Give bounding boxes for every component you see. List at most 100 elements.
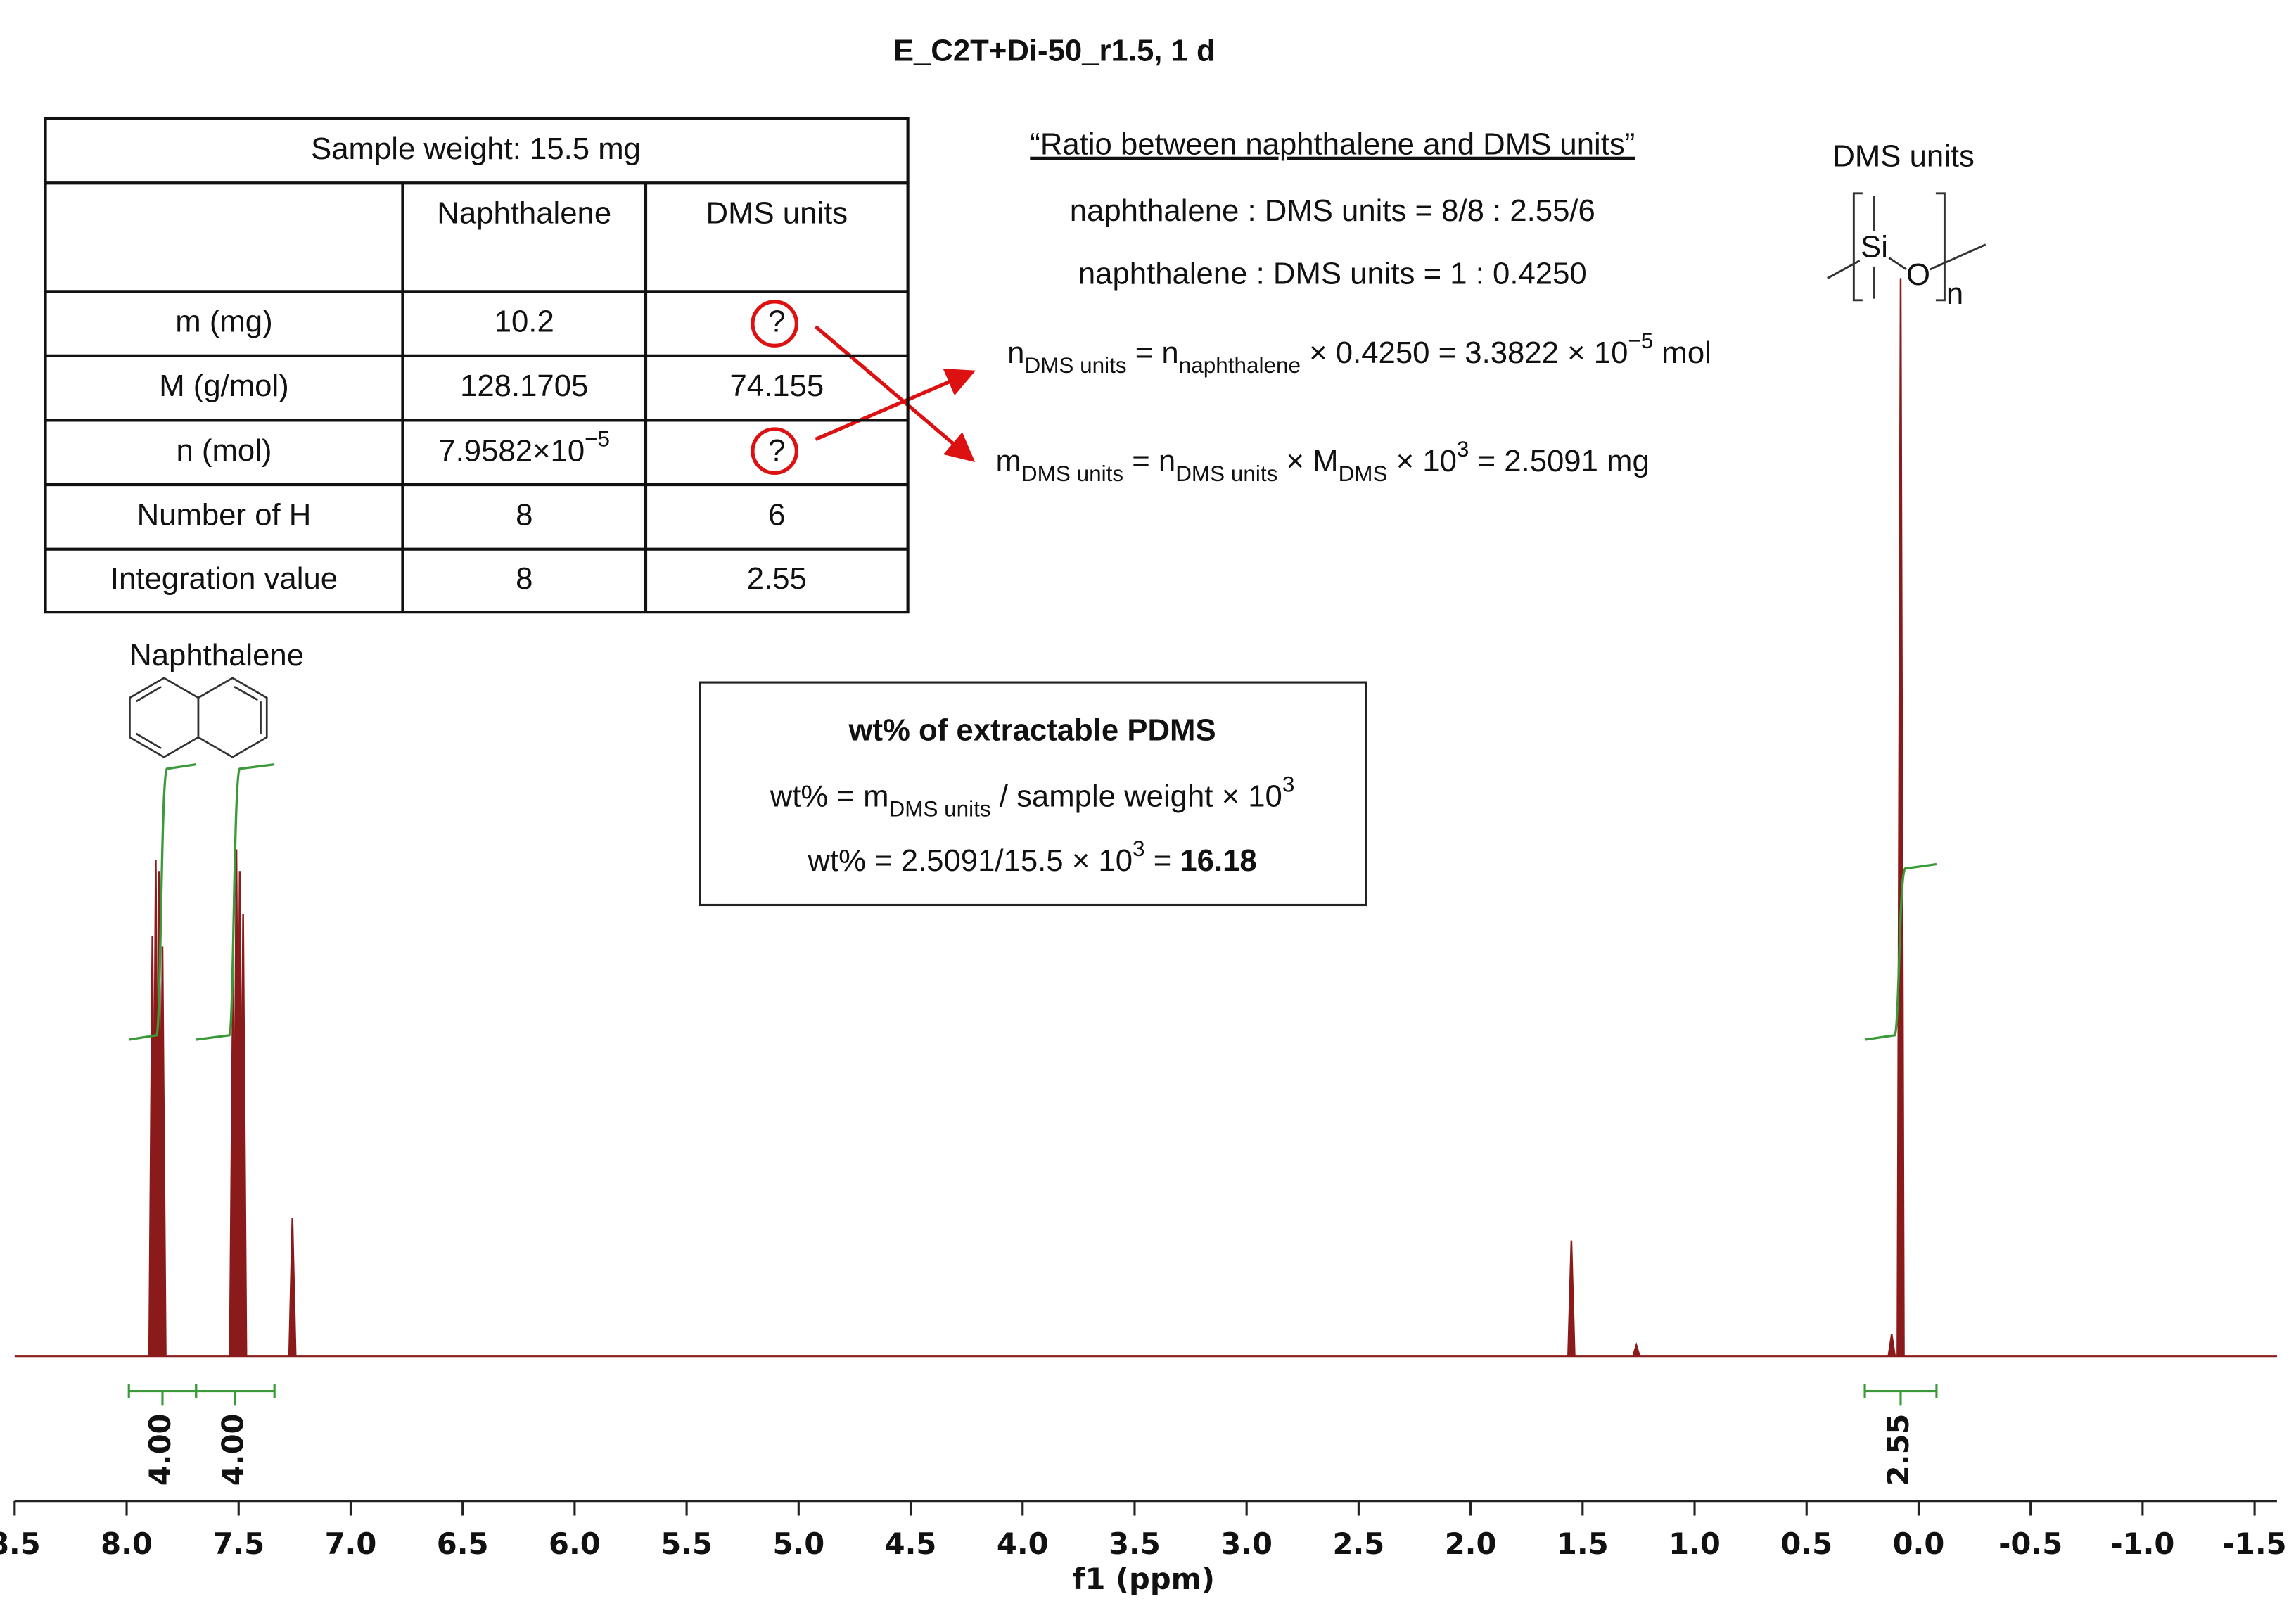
structure-label: DMS units [1832,139,1975,173]
table-cell: 8 [516,561,532,596]
peak [1632,1341,1641,1356]
arrow [814,325,976,463]
table-cell: ? [768,305,785,339]
x-tick-label: 8.5 [0,1526,41,1561]
x-tick-label: 5.5 [661,1526,713,1561]
table-cell: 128.1705 [460,369,588,403]
x-tick-label: 8.0 [101,1526,153,1561]
text-line: wt% = mDMS units / sample weight × 103 [770,772,1295,821]
table-title: Sample weight: 15.5 mg [311,132,641,166]
table-cell: M (g/mol) [159,369,289,403]
arrow [815,369,976,441]
x-tick-label: 7.5 [212,1526,264,1561]
result-box [699,681,1367,907]
x-tick-label: 1.5 [1557,1526,1609,1561]
highlight-circle [751,300,799,348]
atom-label: O [1906,257,1930,292]
text-run: wt% = 2.5091/15.5 × 10 [807,843,1133,878]
subscript: DMS units [1175,461,1277,486]
x-tick-label: 3.5 [1109,1526,1161,1561]
x-tick-label: -1.5 [2223,1526,2287,1561]
superscript: 3 [1282,772,1295,796]
x-tick-label: 0.5 [1780,1526,1832,1561]
integral-bracket [127,1384,198,1406]
text-run: = n [1123,443,1175,478]
superscript: −5 [585,426,610,451]
text-run: wt% = m [770,779,889,813]
text-run: / sample weight × 10 [991,779,1282,813]
table-border [44,117,910,614]
integral-label: 4.00 [143,1414,177,1486]
text-run: mol [1653,335,1711,369]
superscript: 3 [1133,836,1145,861]
table-cell: 74.155 [729,369,824,403]
text-line: wt% = 2.5091/15.5 × 103 = 16.18 [807,836,1256,878]
column-header: DMS units [706,196,848,231]
table-cell: m (mg) [175,305,272,339]
subscript: naphthalene [1179,353,1301,378]
integral-curve [196,763,275,1041]
subscript: DMS units [1024,353,1126,378]
integral-label: 2.55 [1881,1414,1915,1486]
annotation-title: “Ratio between naphthalene and DMS units… [1030,127,1635,162]
text-run: 16.18 [1180,843,1256,878]
subscript: DMS [1339,461,1388,486]
text-run: = n [1127,335,1179,369]
x-tick-label: -1.0 [2110,1526,2174,1561]
x-tick-label: 5.0 [772,1526,824,1561]
peak [288,1218,297,1356]
x-tick-label: 3.0 [1220,1526,1273,1561]
table-cell: Number of H [137,497,312,532]
x-tick-label: 2.0 [1445,1526,1497,1561]
text-run: = [1145,843,1180,878]
integral-bracket [195,1384,276,1406]
peak [158,946,167,1356]
x-tick-label: 6.0 [549,1526,601,1561]
x-axis-label: f1 (ppm) [1072,1562,1215,1596]
text-run: × M [1277,443,1338,478]
integral-label: 4.00 [215,1414,250,1486]
naphthalene-structure [129,677,268,758]
x-tick-label: 2.5 [1333,1526,1385,1561]
text-run: 7.9582×10 [438,433,585,468]
text-run: = 2.5091 mg [1469,443,1649,478]
highlight-circle [751,427,799,476]
integral-bracket [1863,1384,1938,1406]
x-tick-label: -0.5 [1998,1526,2062,1561]
atom-label: Si [1861,229,1888,264]
table-cell: 2.55 [747,561,807,596]
peak [1887,1334,1896,1356]
text-run: m [996,443,1021,478]
x-tick-label: 6.5 [437,1526,489,1561]
table-cell: ? [768,433,785,468]
table-cell: 8 [516,497,532,532]
column-header: Naphthalene [437,196,611,231]
x-tick-label: 1.0 [1669,1526,1721,1561]
table-cell: 6 [768,497,785,532]
structure-label: Naphthalene [129,638,304,672]
text-line: mDMS units = nDMS units × MDMS × 103 = 2… [996,437,1650,486]
peak [238,914,248,1356]
table-cell: Integration value [110,561,338,596]
subscript: DMS units [1021,461,1123,486]
x-tick-label: 4.0 [997,1526,1049,1561]
peak [1896,278,1905,1356]
repeat-label: n [1946,276,1963,311]
superscript: 3 [1457,437,1469,461]
text-run: × 0.4250 = 3.3822 × 10 [1301,335,1628,369]
text-run: × 10 [1388,443,1457,478]
peak [1567,1240,1576,1356]
integral-curve [1864,862,1937,1041]
box-title: wt% of extractable PDMS [848,713,1216,747]
text-line: nDMS units = nnaphthalene × 0.4250 = 3.3… [1007,329,1711,378]
table-cell: 10.2 [495,305,554,339]
text-run: n [1007,335,1024,369]
dms-structure [1827,192,1986,302]
superscript: −5 [1628,329,1653,353]
text-line: 7.9582×10−5 [438,426,610,468]
text-run: naphthalene : DMS units = 8/8 : 2.55/6 [1070,193,1595,227]
text-run: naphthalene : DMS units = 1 : 0.4250 [1078,256,1587,291]
x-tick-label: 4.5 [885,1526,937,1561]
